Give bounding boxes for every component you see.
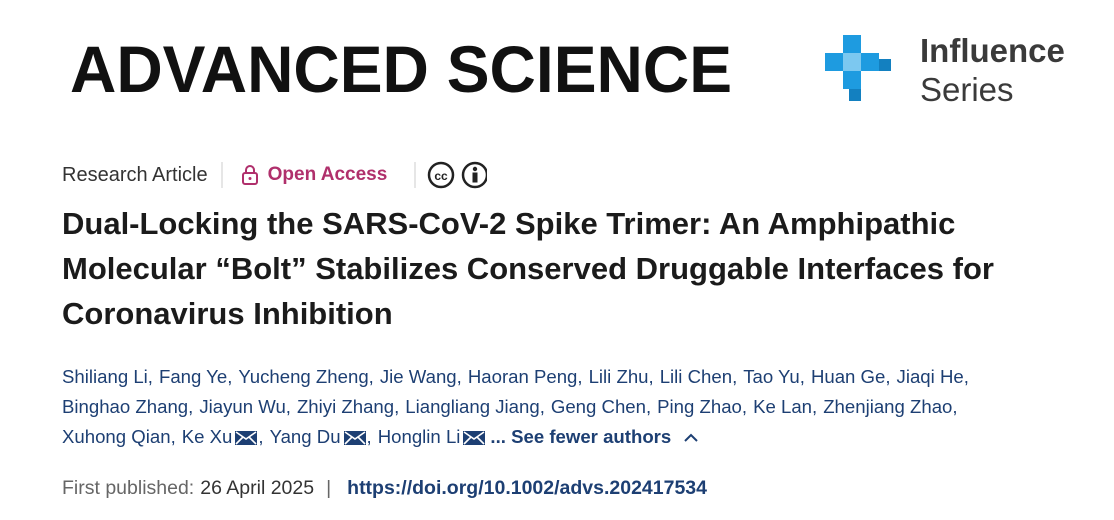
article-type: Research Article [62,163,208,186]
author-separator: , [741,396,748,417]
author-line: Shiliang Li, Fang Ye, Yucheng Zheng, Jie Wa… [62,366,969,388]
author-name[interactable]: Shiliang Li [62,366,148,387]
open-access: Open Access [267,164,388,185]
author-separator: , [963,366,969,387]
lock-icon [241,165,258,185]
email-icon [343,431,366,445]
author-name[interactable]: Zhiyi Zhang [296,396,395,417]
author-name[interactable]: Xuhong Qian [62,426,171,447]
author-line: Xuhong Qian, Ke Xu, Yang Du, Honglin Li... … [62,426,703,448]
series-icon [825,35,891,101]
author-separator: , [952,396,958,417]
author-name[interactable]: Honglin Li [377,426,461,447]
title-line: Dual-Locking the SARS-CoV-2 Spike Trimer… [62,206,956,241]
author-name[interactable]: Ke Lan [753,396,813,417]
see-fewer[interactable]: ... See fewer authors [490,426,672,447]
author-separator: , [258,426,264,447]
article-meta: Research Article Open Access cc [62,160,488,190]
author-name[interactable]: Lili Chen [659,366,733,387]
author-separator: , [227,366,233,387]
author-separator: , [812,396,818,417]
author-name[interactable]: Huan Ge [810,366,886,387]
author-name[interactable]: Jiayun Wu [199,396,286,417]
email-icon [463,431,486,445]
author-name[interactable]: Ke Xu [181,426,233,447]
author-separator: , [188,396,194,417]
email-flap [463,431,485,445]
author-separator: , [732,366,738,387]
author-name[interactable]: Yang Du [269,426,341,447]
author-name[interactable]: Binghao Zhang [62,396,189,417]
author-separator: , [285,396,291,417]
chevron-up [684,433,698,442]
author-name[interactable]: Yucheng Zheng [238,366,369,387]
author-line: Binghao Zhang, Jiayun Wu, Zhiyi Zhang, Lian… [62,396,958,418]
svg-text:cc: cc [435,169,449,183]
divider [221,162,223,188]
author-separator: , [799,366,805,387]
divider: | [326,477,332,499]
email-icon [235,431,258,445]
journal-logo: ADVANCED SCIENCE [70,32,732,106]
published-date: 26 April 2025 [200,477,315,499]
author-name[interactable]: Jie Wang [379,366,457,387]
author-separator: , [170,426,176,447]
author-separator: , [648,366,654,387]
author-separator: , [577,366,583,387]
author-separator: , [539,396,545,417]
published-label: First published: [62,477,195,499]
chevron [684,433,698,442]
publication-info: First published: 26 April 2025 | https:/… [62,477,707,500]
license-icons: cc [414,161,488,189]
title-line: Coronavirus Inhibition [62,296,393,331]
author-name[interactable]: Ping Zhao [657,396,742,417]
series-line1: Influence [920,32,1065,69]
author-separator: , [147,366,153,387]
author-separator: , [645,396,652,417]
author-name[interactable]: Jiaqi He [896,366,964,387]
title-line: Molecular “Bolt” Stabilizes Conserved Dr… [62,251,994,286]
author-separator: , [456,366,462,387]
header-logos: ADVANCED SCIENCE Influence Series [70,32,1065,108]
author-separator: , [368,366,374,387]
author-name[interactable]: Zhenjiang Zhao [823,396,953,417]
author-name[interactable]: Fang Ye [158,366,228,387]
author-name[interactable]: Liangliang Jiang [405,396,540,417]
author-separator: , [885,366,891,387]
author-name[interactable]: Geng Chen [550,396,646,417]
doi-link[interactable]: https://doi.org/10.1002/advs.202417534 [347,477,708,499]
author-name[interactable]: Tao Yu [743,366,800,387]
author-name[interactable]: Lili Zhu [588,366,649,387]
author-name[interactable]: Haoran Peng [467,366,578,387]
author-separator: , [366,426,372,447]
email-flap [343,431,366,445]
series-line2: Series [920,71,1014,108]
email-flap [235,431,257,445]
author-separator: , [394,396,400,417]
